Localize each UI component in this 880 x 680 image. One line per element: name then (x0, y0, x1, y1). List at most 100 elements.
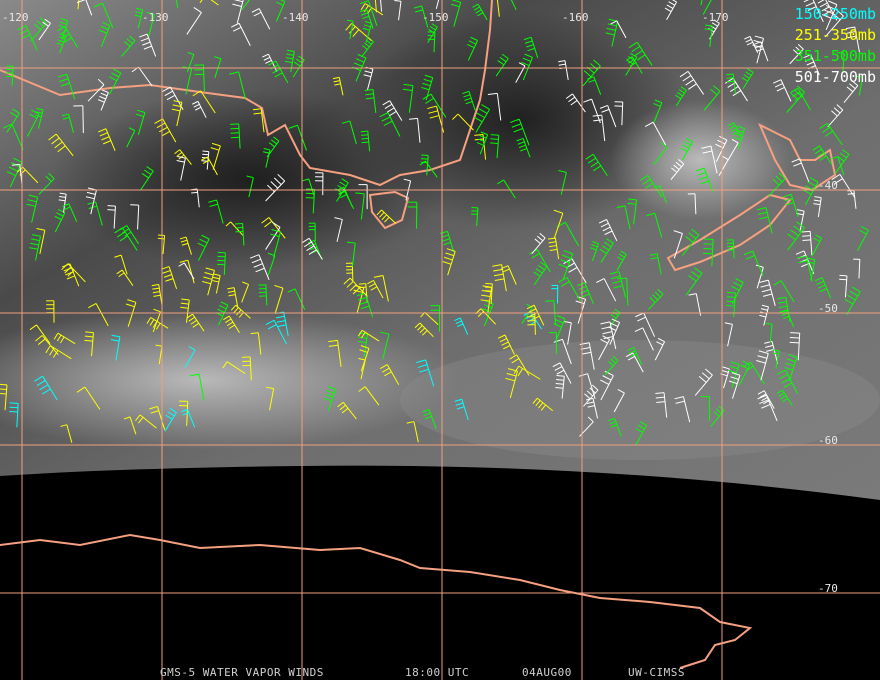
wind-barb (791, 158, 810, 183)
barb-staff (663, 392, 668, 418)
wind-barb (56, 33, 67, 54)
barb-feather (180, 302, 189, 305)
barb-staff (336, 219, 343, 242)
barb-feather (181, 242, 189, 246)
wind-barb (427, 31, 436, 53)
barb-feather (19, 29, 29, 35)
barb-feather (76, 0, 86, 4)
barb-staff (361, 329, 380, 342)
barb-staff (786, 91, 805, 113)
barb-feather (685, 236, 694, 243)
barb-staff (294, 288, 306, 310)
wind-barb (332, 76, 344, 96)
barb-feather (48, 133, 57, 141)
wind-barb (585, 153, 608, 177)
wind-barb (217, 251, 226, 275)
wind-barb (334, 217, 343, 242)
barb-feather (111, 72, 120, 78)
wind-barb (802, 177, 819, 206)
barb-feather (666, 4, 674, 9)
barb-feather (609, 421, 617, 425)
barb-staff (137, 205, 140, 230)
wind-barb (759, 304, 769, 326)
wind-barb (382, 100, 403, 121)
barb-feather (797, 255, 807, 259)
barb-feather (609, 271, 620, 275)
barb-feather (59, 192, 67, 195)
barb-feather (684, 141, 692, 146)
barb-feather (589, 387, 596, 394)
barb-feather (394, 0, 402, 2)
barb-feather (731, 372, 741, 376)
barb-staff (496, 0, 500, 17)
wind-barb (265, 173, 286, 202)
barb-feather (60, 424, 67, 427)
wind-barb (270, 229, 282, 258)
barb-staff (858, 77, 863, 96)
barb-feather (796, 221, 805, 229)
barb-feather (634, 50, 643, 57)
wind-barb (135, 109, 146, 135)
barb-feather (48, 172, 55, 180)
barb-feather (813, 199, 821, 202)
barb-feather (536, 235, 544, 242)
barb-feather (200, 156, 208, 161)
latitude-label: -70 (818, 582, 838, 595)
barb-feather (724, 77, 734, 84)
barb-feather (556, 374, 565, 377)
latitude-label: -50 (818, 302, 838, 315)
wind-barb (675, 86, 687, 107)
barb-feather (673, 230, 683, 234)
barb-staff (507, 265, 517, 285)
barb-feather (355, 58, 365, 63)
barb-feather (556, 379, 564, 381)
barb-feather (833, 107, 841, 114)
barb-feather (31, 234, 41, 237)
barb-feather (12, 108, 20, 114)
barb-feather (140, 37, 149, 42)
wind-barb (553, 315, 566, 342)
barb-staff (613, 392, 625, 413)
barb-feather (578, 285, 587, 290)
barb-staff (790, 194, 799, 217)
barb-feather (190, 319, 197, 325)
wind-barb (402, 83, 414, 113)
barb-staff (186, 54, 195, 73)
barb-feather (584, 393, 591, 400)
barb-feather (593, 59, 601, 67)
barb-feather (293, 61, 301, 67)
barb-feather (338, 190, 346, 195)
wind-barb (753, 41, 769, 62)
barb-feather (0, 388, 7, 390)
barb-staff (158, 346, 163, 365)
barb-feather (591, 244, 598, 248)
wind-barb (476, 131, 489, 155)
barb-feather (784, 367, 793, 371)
wind-barb (617, 277, 629, 306)
barb-feather (535, 268, 543, 274)
barb-staff (591, 98, 601, 124)
barb-feather (587, 405, 595, 408)
barb-feather (230, 304, 237, 311)
barb-feather (740, 364, 749, 370)
wind-barb (29, 324, 51, 344)
wind-barb (36, 228, 46, 254)
barb-feather (590, 247, 597, 251)
wind-barb (703, 238, 714, 267)
barb-feather (364, 42, 370, 48)
barb-staff (120, 254, 128, 275)
barb-feather (601, 108, 610, 113)
barb-staff (518, 118, 530, 146)
barb-staff (129, 416, 137, 435)
wind-barb (608, 417, 622, 437)
barb-feather (327, 386, 336, 390)
barb-feather (856, 75, 863, 78)
wind-barb (670, 159, 685, 180)
barb-feather (511, 123, 522, 128)
wind-barb (241, 0, 251, 10)
wind-barb (364, 89, 377, 113)
barb-staff (633, 199, 638, 225)
barb-staff (308, 237, 323, 260)
wind-barb (17, 25, 38, 51)
